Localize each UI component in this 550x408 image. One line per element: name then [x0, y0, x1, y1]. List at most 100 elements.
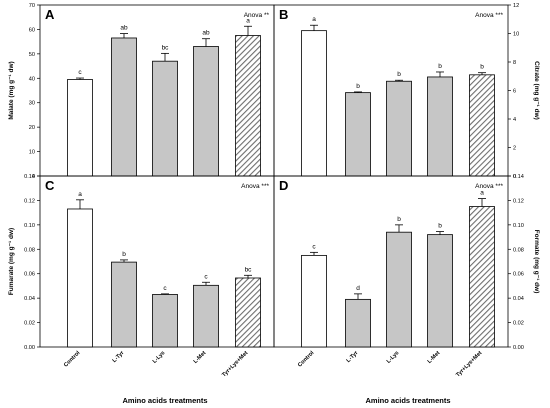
x-category-label: Control — [63, 350, 82, 369]
y-tick-label: 0.14 — [513, 174, 524, 180]
significance-letter: ab — [120, 25, 128, 32]
y-tick-label: 60 — [29, 27, 35, 33]
bar-l-tyr — [345, 92, 371, 177]
x-category-label: Tyr+Lys+Met — [455, 350, 483, 378]
y-tick-label: 4 — [513, 117, 516, 123]
panel-c: 0.00 0.02 0.04 0.06 0.08 0.10 0.12 0.14 Fumarate… — [8, 174, 275, 378]
bar-l-tyr — [111, 261, 137, 348]
y-tick-label: 10 — [29, 150, 35, 156]
y-tick-label: 0.06 — [513, 272, 524, 278]
y-tick-label: 8 — [513, 60, 516, 66]
y-tick-label: 0 — [513, 174, 516, 180]
significance-letter: bc — [162, 44, 170, 51]
bar-l-lys — [386, 231, 412, 348]
significance-letter: b — [397, 216, 401, 223]
x-category-label: L-Met — [193, 350, 208, 365]
bar-tyr-lys-met — [235, 277, 261, 348]
panel-letter: B — [279, 7, 288, 22]
bar-l-met — [427, 234, 453, 348]
y-axis-label: Malate (mg g⁻¹ dw) — [8, 61, 15, 119]
y-tick-label: 0.12 — [513, 198, 524, 204]
bar-l-lys — [152, 60, 178, 177]
x-category-label: L-Lys — [152, 350, 167, 365]
significance-letter: a — [246, 17, 250, 24]
y-tick-label: 0.08 — [513, 247, 524, 253]
y-tick-label: 0.00 — [513, 345, 524, 351]
panel-b: 0 2 4 6 8 10 12 Citrate (mg g⁻¹ dw) B Anova *** a b… — [273, 3, 540, 180]
anova-label: Anova *** — [241, 183, 269, 190]
panel-letter: D — [279, 178, 288, 193]
panel-a: 0 10 20 30 40 50 60 70 Malate (mg g⁻¹ dw) A Anova … — [8, 3, 275, 180]
significance-letter: b — [356, 83, 360, 90]
bar-control — [301, 254, 327, 348]
y-tick-label: 0 — [32, 174, 35, 180]
significance-letter: c — [163, 285, 167, 292]
significance-letter: b — [397, 71, 401, 78]
bar-l-met — [427, 76, 453, 177]
significance-letter: d — [356, 285, 360, 292]
x-category-label: Control — [297, 350, 316, 369]
significance-letter: b — [480, 64, 484, 71]
panel-letter: C — [45, 178, 55, 193]
bar-control — [67, 79, 93, 177]
x-axis-title-right: Amino acids treatments — [365, 396, 450, 405]
x-category-label: L-Tyr — [112, 350, 126, 364]
anova-label: Anova *** — [475, 183, 503, 190]
anova-label: Anova ** — [244, 12, 270, 19]
bar-l-met — [193, 284, 219, 348]
significance-letter: b — [438, 223, 442, 230]
bar-l-tyr — [111, 37, 137, 177]
y-tick-label: 0.04 — [513, 296, 524, 302]
y-axis-label: Formate (mg g⁻¹ dw) — [533, 230, 540, 294]
x-category-label: L-Lys — [386, 350, 401, 365]
x-axis-title-left: Amino acids treatments — [122, 396, 207, 405]
y-tick-label: 12 — [513, 3, 519, 9]
significance-letter: bc — [245, 266, 253, 273]
significance-letter: ab — [202, 30, 210, 37]
panel-letter: A — [45, 7, 55, 22]
y-tick-label: 50 — [29, 52, 35, 58]
y-tick-label: 2 — [513, 146, 516, 152]
y-tick-label: 0.04 — [24, 296, 35, 302]
y-tick-label: 0.02 — [24, 321, 35, 327]
y-tick-label: 6 — [513, 89, 516, 95]
bar-tyr-lys-met — [469, 74, 495, 177]
y-tick-label: 0.10 — [24, 223, 35, 229]
significance-letter: a — [480, 190, 484, 197]
y-axis-label: Citrate (mg g⁻¹ dw) — [533, 61, 540, 120]
y-tick-label: 10 — [513, 32, 519, 38]
x-category-label: L-Met — [427, 350, 442, 365]
y-tick-label: 0.00 — [24, 345, 35, 351]
bar-tyr-lys-met — [235, 35, 261, 177]
bar-l-met — [193, 46, 219, 177]
bar-tyr-lys-met — [469, 206, 495, 348]
significance-letter: c — [78, 69, 82, 76]
y-tick-label: 40 — [29, 76, 35, 82]
panel-d: 0.00 0.02 0.04 0.06 0.08 0.10 0.12 0.14 Formate … — [273, 174, 540, 378]
y-tick-label: 30 — [29, 101, 35, 107]
bar-l-lys — [386, 80, 412, 177]
significance-letter: b — [122, 251, 126, 258]
y-tick-label: 0.10 — [513, 223, 524, 229]
y-tick-label: 0.02 — [513, 321, 524, 327]
x-category-label: L-Tyr — [346, 350, 360, 364]
significance-letter: a — [312, 16, 316, 23]
significance-letter: a — [78, 191, 82, 198]
y-tick-label: 0.06 — [24, 272, 35, 278]
y-tick-label: 0.14 — [24, 174, 35, 180]
y-tick-label: 20 — [29, 125, 35, 131]
y-tick-label: 0.08 — [24, 247, 35, 253]
anova-label: Anova *** — [475, 12, 503, 19]
x-category-label: Tyr+Lys+Met — [221, 350, 249, 378]
bar-control — [301, 30, 327, 177]
bar-control — [67, 208, 93, 348]
bar-l-lys — [152, 294, 178, 348]
significance-letter: c — [204, 273, 208, 280]
y-tick-label: 0.12 — [24, 198, 35, 204]
y-tick-label: 70 — [29, 3, 35, 9]
bar-l-tyr — [345, 298, 371, 348]
significance-letter: b — [438, 63, 442, 70]
significance-letter: c — [312, 243, 316, 250]
